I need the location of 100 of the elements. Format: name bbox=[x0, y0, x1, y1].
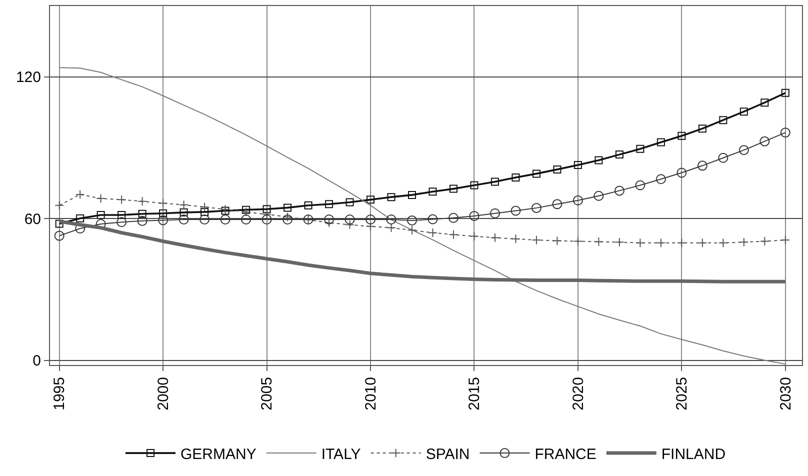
point bbox=[241, 207, 251, 217]
point bbox=[676, 168, 687, 178]
x-tick-label: 2030 bbox=[777, 377, 794, 410]
point bbox=[138, 196, 148, 206]
point bbox=[407, 215, 417, 226]
point bbox=[698, 124, 706, 133]
point bbox=[656, 238, 666, 248]
x-tick-label: 2000 bbox=[154, 377, 172, 410]
point bbox=[200, 208, 209, 216]
point bbox=[75, 190, 85, 200]
point bbox=[512, 173, 520, 182]
point bbox=[282, 212, 292, 222]
point bbox=[760, 136, 770, 146]
point bbox=[635, 238, 645, 248]
point bbox=[614, 237, 624, 247]
point bbox=[137, 216, 148, 226]
point bbox=[158, 215, 168, 226]
point bbox=[387, 193, 396, 202]
point bbox=[116, 194, 126, 204]
point bbox=[304, 201, 312, 210]
point bbox=[448, 230, 458, 240]
point bbox=[386, 214, 396, 225]
point bbox=[574, 160, 582, 169]
point bbox=[345, 220, 354, 230]
point bbox=[490, 208, 500, 218]
point bbox=[96, 211, 105, 220]
point bbox=[781, 88, 790, 97]
point bbox=[346, 198, 354, 206]
point bbox=[635, 180, 646, 190]
x-tick-label: 2015 bbox=[466, 377, 484, 410]
point bbox=[718, 238, 728, 248]
point bbox=[179, 200, 188, 210]
x-tick-label: 2005 bbox=[258, 377, 276, 410]
point bbox=[552, 236, 562, 246]
point bbox=[615, 150, 624, 159]
point bbox=[532, 235, 542, 245]
point bbox=[54, 230, 64, 241]
point bbox=[200, 214, 210, 225]
point bbox=[158, 198, 168, 208]
line-series bbox=[58, 67, 786, 365]
point bbox=[532, 170, 540, 178]
point bbox=[324, 218, 334, 228]
point bbox=[262, 214, 272, 225]
point bbox=[676, 238, 686, 248]
point bbox=[780, 235, 790, 245]
point bbox=[740, 108, 748, 116]
point bbox=[738, 145, 749, 156]
point bbox=[282, 214, 293, 225]
point bbox=[594, 156, 603, 164]
point bbox=[719, 116, 728, 124]
point bbox=[656, 174, 666, 184]
point bbox=[490, 233, 500, 242]
x-tick-label: 2025 bbox=[674, 377, 691, 410]
point bbox=[138, 210, 146, 218]
point bbox=[718, 152, 728, 163]
point bbox=[573, 236, 583, 246]
y-tick-label: 60 bbox=[24, 210, 41, 228]
point bbox=[241, 214, 252, 225]
point bbox=[220, 214, 230, 225]
point bbox=[96, 194, 106, 204]
point bbox=[428, 188, 437, 196]
point bbox=[407, 225, 417, 235]
point bbox=[470, 181, 478, 190]
point bbox=[366, 214, 376, 225]
point bbox=[449, 184, 458, 193]
y-tick-label: 120 bbox=[16, 69, 41, 86]
point bbox=[697, 160, 708, 171]
legend-label: SPAIN bbox=[426, 446, 470, 463]
point bbox=[178, 214, 189, 225]
point bbox=[698, 238, 708, 248]
point bbox=[470, 232, 479, 241]
point bbox=[678, 132, 686, 140]
point bbox=[760, 98, 769, 107]
point bbox=[242, 206, 250, 214]
point bbox=[262, 205, 271, 214]
point bbox=[552, 199, 562, 210]
point bbox=[408, 190, 416, 199]
point bbox=[594, 190, 604, 201]
point bbox=[511, 234, 520, 244]
point bbox=[159, 209, 168, 218]
point bbox=[428, 214, 438, 224]
point bbox=[572, 195, 583, 206]
point bbox=[780, 128, 790, 138]
y-tick-label: 0 bbox=[32, 352, 41, 370]
point bbox=[636, 144, 644, 153]
point bbox=[739, 237, 749, 247]
legend-label: FINLAND bbox=[661, 446, 726, 463]
x-tick-label: 1995 bbox=[51, 377, 68, 410]
point bbox=[54, 200, 64, 210]
point bbox=[344, 214, 355, 225]
legend-label: GERMANY bbox=[180, 446, 256, 463]
point bbox=[200, 202, 210, 212]
point bbox=[614, 186, 624, 196]
point bbox=[324, 214, 334, 225]
legend-label: FRANCE bbox=[534, 446, 596, 463]
point bbox=[284, 204, 292, 212]
point bbox=[366, 222, 376, 232]
point bbox=[116, 217, 127, 228]
x-tick-label: 2020 bbox=[570, 377, 587, 410]
point bbox=[448, 212, 458, 223]
